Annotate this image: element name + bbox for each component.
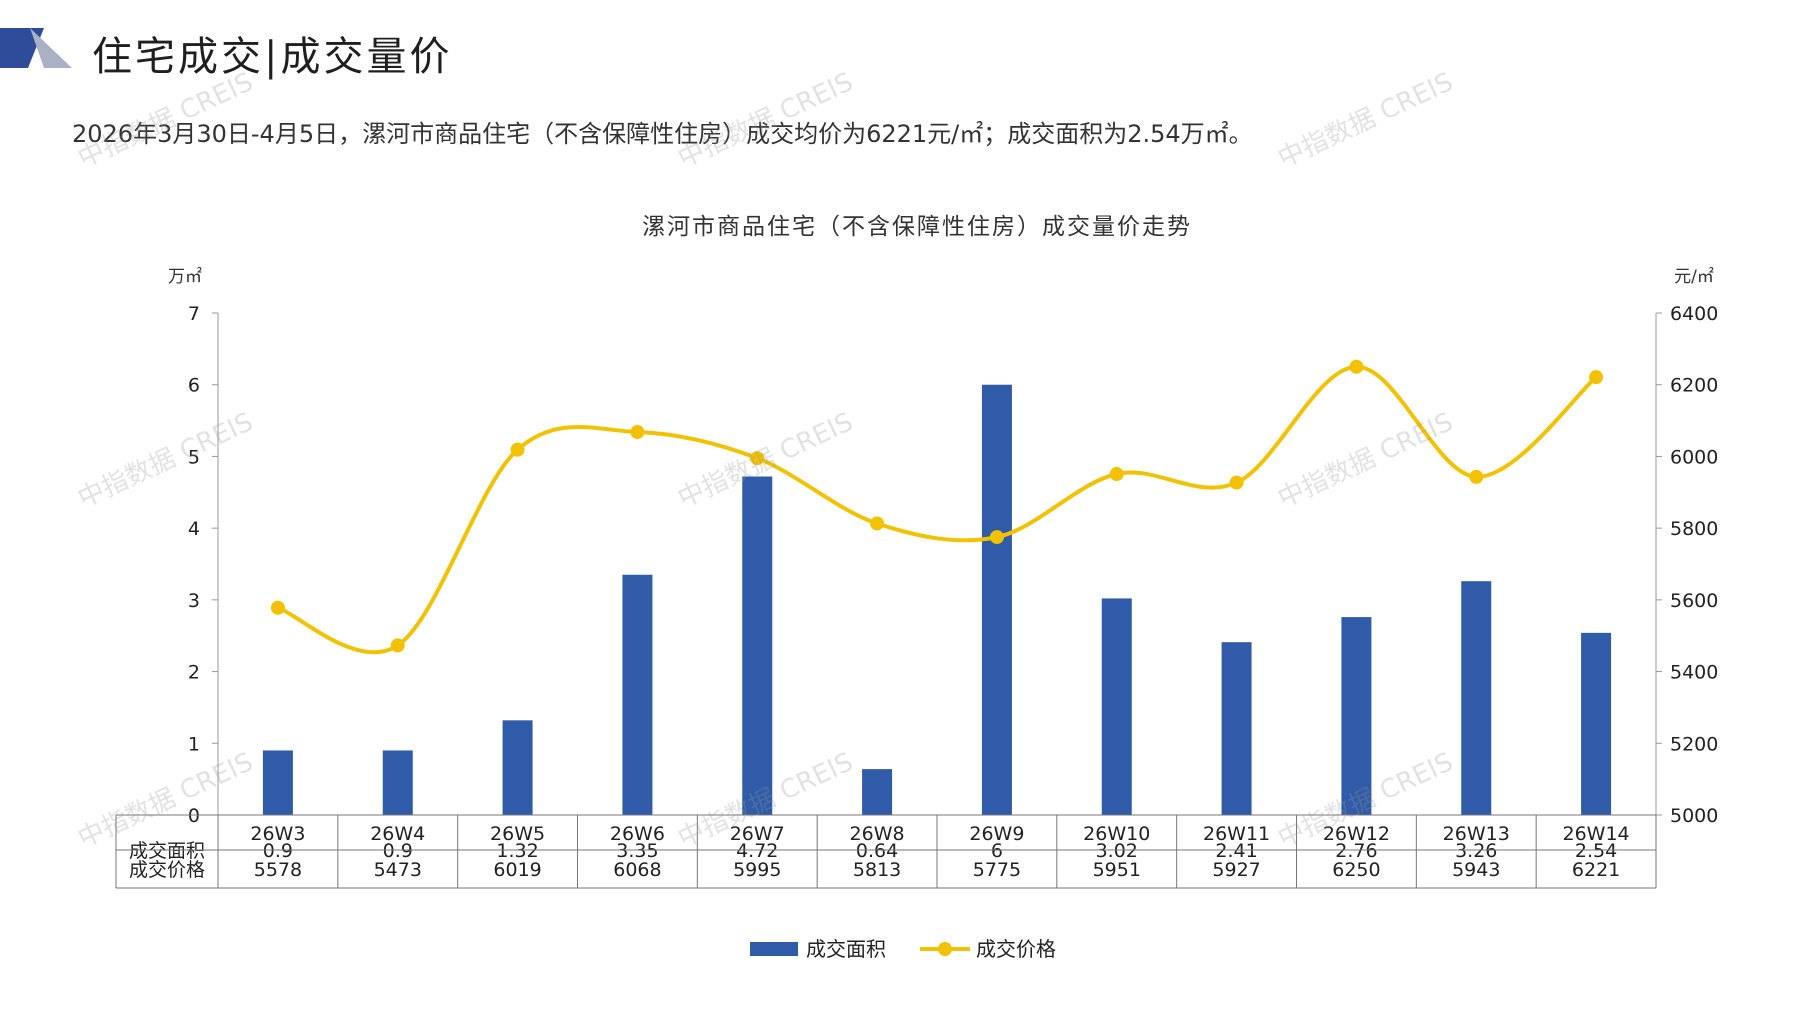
price-point-26W12 <box>1349 359 1364 374</box>
category-label: 26W7 <box>730 823 785 845</box>
legend-bar-label: 成交面积 <box>806 937 886 961</box>
legend-line-label: 成交价格 <box>976 937 1056 961</box>
table-row-label: 成交面积 <box>129 840 205 862</box>
table-cell: 5775 <box>973 859 1021 881</box>
table-cell: 0.64 <box>856 840 898 862</box>
category-label: 26W13 <box>1443 823 1510 845</box>
bar-area-26W3 <box>262 750 293 815</box>
right-tick-label: 5000 <box>1670 805 1718 827</box>
price-point-26W5 <box>510 442 525 457</box>
left-tick-label: 2 <box>188 662 200 684</box>
table-cell: 3.35 <box>616 840 658 862</box>
bar-area-26W14 <box>1581 632 1612 815</box>
table-cell: 2.76 <box>1335 840 1377 862</box>
right-tick-label: 5200 <box>1670 733 1718 755</box>
right-tick-label: 5800 <box>1670 518 1718 540</box>
category-label: 26W3 <box>250 823 305 845</box>
category-label: 26W9 <box>969 823 1024 845</box>
left-tick-label: 3 <box>188 590 200 612</box>
price-point-26W8 <box>870 516 885 531</box>
table-cell: 6221 <box>1572 859 1620 881</box>
price-line <box>277 364 1598 655</box>
price-point-26W13 <box>1469 469 1484 484</box>
left-axis-unit: 万㎡ <box>168 267 202 287</box>
legend-bar-swatch <box>750 942 798 956</box>
table-cell: 2.41 <box>1215 840 1257 862</box>
bar-area-26W6 <box>622 574 653 815</box>
price-point-26W14 <box>1589 370 1604 385</box>
right-tick-label: 6400 <box>1670 303 1718 325</box>
table-cell: 0.9 <box>383 840 413 862</box>
price-point-26W3 <box>270 600 285 615</box>
price-point-26W11 <box>1229 475 1244 490</box>
bar-area-26W8 <box>862 769 893 815</box>
left-tick-label: 4 <box>188 518 200 540</box>
price-point-26W9 <box>989 530 1004 545</box>
table-row-label: 成交价格 <box>129 859 205 881</box>
bar-area-26W5 <box>502 720 533 815</box>
price-point-26W10 <box>1109 466 1124 481</box>
left-tick-label: 1 <box>188 733 200 755</box>
table-cell: 0.9 <box>263 840 293 862</box>
legend-line-marker <box>938 942 952 956</box>
category-label: 26W10 <box>1083 823 1150 845</box>
table-cell: 3.26 <box>1455 840 1497 862</box>
bar-area-26W7 <box>742 476 773 815</box>
bar-area-26W11 <box>1221 642 1252 815</box>
right-tick-label: 6000 <box>1670 446 1718 468</box>
category-label: 26W8 <box>850 823 905 845</box>
table-cell: 6019 <box>493 859 541 881</box>
left-tick-label: 0 <box>188 805 200 827</box>
table-cell: 5578 <box>254 859 302 881</box>
table-cell: 6250 <box>1332 859 1380 881</box>
right-tick-label: 5400 <box>1670 662 1718 684</box>
category-label: 26W11 <box>1203 823 1270 845</box>
price-point-26W6 <box>630 425 645 440</box>
right-tick-label: 6200 <box>1670 375 1718 397</box>
left-tick-label: 6 <box>188 375 200 397</box>
table-cell: 5995 <box>733 859 781 881</box>
bar-area-26W10 <box>1101 598 1132 815</box>
table-cell: 5927 <box>1212 859 1260 881</box>
bar-area-26W9 <box>981 384 1012 815</box>
category-label: 26W12 <box>1323 823 1390 845</box>
table-cell: 6068 <box>613 859 661 881</box>
bar-area-26W12 <box>1341 617 1372 815</box>
logo-light-shape <box>30 28 72 68</box>
right-axis-unit: 元/㎡ <box>1674 267 1714 287</box>
brand-logo <box>0 28 72 68</box>
table-cell: 5951 <box>1093 859 1141 881</box>
summary-text: 2026年3月30日-4月5日，漯河市商品住宅（不含保障性住房）成交均价为622… <box>72 120 1253 148</box>
table-cell: 5473 <box>374 859 422 881</box>
category-label: 26W5 <box>490 823 545 845</box>
category-label: 26W6 <box>610 823 665 845</box>
logo-dark-shape <box>0 28 44 68</box>
category-label: 26W14 <box>1563 823 1630 845</box>
page-title: 住宅成交|成交量价 <box>92 34 453 80</box>
price-point-26W7 <box>750 451 765 466</box>
price-point-26W4 <box>390 638 405 653</box>
bar-area-26W4 <box>382 750 413 815</box>
table-cell: 1.32 <box>496 840 538 862</box>
chart-title: 漯河市商品住宅（不含保障性住房）成交量价走势 <box>642 214 1192 240</box>
category-label: 26W4 <box>370 823 425 845</box>
left-tick-label: 5 <box>188 446 200 468</box>
table-cell: 6 <box>991 840 1003 862</box>
left-tick-label: 7 <box>188 303 200 325</box>
table-cell: 4.72 <box>736 840 778 862</box>
table-cell: 5813 <box>853 859 901 881</box>
table-cell: 5943 <box>1452 859 1500 881</box>
bar-area-26W13 <box>1461 581 1492 815</box>
table-cell: 3.02 <box>1096 840 1138 862</box>
right-tick-label: 5600 <box>1670 590 1718 612</box>
table-cell: 2.54 <box>1575 840 1617 862</box>
